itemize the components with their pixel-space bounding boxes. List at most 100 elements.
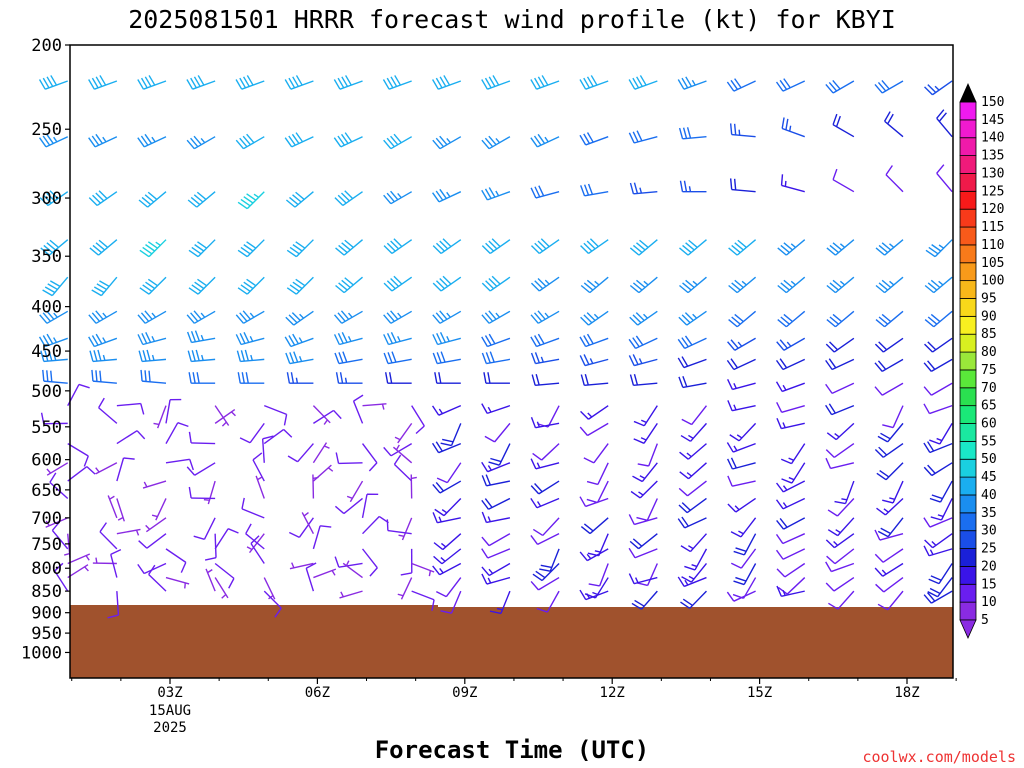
wind-barb xyxy=(929,480,953,503)
wind-barb xyxy=(436,462,462,484)
wind-barb xyxy=(214,562,235,589)
wind-barb xyxy=(679,276,707,294)
colorbar-label: 140 xyxy=(981,131,1004,146)
colorbar-label: 110 xyxy=(981,238,1004,253)
wind-barb xyxy=(361,493,379,518)
wind-barb xyxy=(825,337,855,353)
wind-barb xyxy=(334,497,363,515)
colorbar-box xyxy=(959,387,977,407)
colorbar-label: 25 xyxy=(981,542,997,557)
wind-barb xyxy=(923,441,953,454)
wind-barb xyxy=(432,562,462,576)
wind-barb xyxy=(286,372,314,384)
wind-barb xyxy=(138,349,167,363)
colorbar-label: 100 xyxy=(981,274,1004,289)
wind-barb xyxy=(628,573,658,585)
wind-barb xyxy=(285,191,314,208)
wind-barb xyxy=(333,132,363,148)
wind-barb xyxy=(333,75,363,90)
wind-barb xyxy=(579,132,609,146)
y-tick-label: 800 xyxy=(31,559,62,579)
wind-barb xyxy=(679,180,707,193)
wind-barb xyxy=(679,239,707,256)
wind-barb xyxy=(245,523,265,550)
wind-barb xyxy=(834,480,855,505)
colorbar-box xyxy=(959,440,977,460)
wind-barb xyxy=(383,442,413,457)
wind-barb xyxy=(151,498,167,521)
colorbar-box xyxy=(959,333,977,353)
wind-barb xyxy=(924,337,953,353)
colorbar-label: 120 xyxy=(981,202,1004,217)
wind-barb xyxy=(636,498,658,521)
wind-barb xyxy=(107,591,120,619)
wind-barb xyxy=(628,514,658,526)
wind-barb xyxy=(775,497,806,510)
wind-barb xyxy=(488,443,511,466)
wind-barb xyxy=(342,560,363,579)
wind-barb xyxy=(42,369,68,384)
wind-barb xyxy=(284,132,314,148)
colorbar-label: 60 xyxy=(981,417,997,432)
terrain-fill xyxy=(70,605,953,678)
wind-barb xyxy=(530,185,560,199)
wind-barb xyxy=(827,517,855,537)
wind-barb xyxy=(433,533,462,551)
wind-barb xyxy=(116,457,135,482)
wind-barb xyxy=(45,517,69,528)
wind-barb xyxy=(334,190,363,207)
wind-barb xyxy=(825,576,855,592)
wind-barb xyxy=(137,133,167,148)
wind-barb xyxy=(678,497,707,514)
wind-barb xyxy=(681,563,708,583)
wind-barb xyxy=(678,480,707,497)
wind-barb xyxy=(138,533,167,549)
wind-barb xyxy=(383,133,413,150)
wind-barb xyxy=(579,422,609,437)
wind-barb xyxy=(629,182,658,195)
wind-barb xyxy=(877,590,904,611)
wind-barb xyxy=(214,528,239,550)
wind-barb xyxy=(352,394,364,424)
wind-barb xyxy=(583,443,609,464)
wind-barb xyxy=(923,590,953,604)
wind-barb xyxy=(67,553,91,565)
wind-barb xyxy=(825,382,855,394)
wind-barb xyxy=(313,409,342,424)
wind-barb xyxy=(187,191,216,208)
wind-barb xyxy=(137,310,167,324)
wind-barb xyxy=(88,310,118,324)
credit-text[interactable]: coolwx.com/models xyxy=(862,748,1016,766)
wind-barb xyxy=(334,556,363,568)
colorbar-box xyxy=(959,173,977,192)
wind-barb xyxy=(214,408,236,424)
wind-barb xyxy=(432,238,462,255)
wind-barb xyxy=(580,238,609,255)
wind-barb xyxy=(188,431,216,445)
wind-barb xyxy=(137,75,167,90)
colorbar-label: 90 xyxy=(981,309,997,324)
wind-barb xyxy=(263,590,282,618)
wind-barb xyxy=(875,576,904,593)
wind-barb xyxy=(825,358,855,371)
colorbar-label: 10 xyxy=(981,595,997,610)
wind-barb xyxy=(165,398,182,424)
colorbar-label: 35 xyxy=(981,506,997,521)
wind-barb xyxy=(530,533,560,546)
colorbar-label: 135 xyxy=(981,149,1004,164)
wind-barb xyxy=(305,562,317,592)
wind-barb xyxy=(924,276,953,294)
wind-barb xyxy=(432,332,461,346)
wind-barb xyxy=(874,548,904,563)
colorbar-box xyxy=(959,208,977,228)
wind-barb xyxy=(382,75,412,90)
x-tick-date-label: 15AUG xyxy=(149,703,191,719)
wind-barb xyxy=(530,333,560,348)
wind-barb xyxy=(780,174,805,193)
wind-barb xyxy=(776,517,806,530)
wind-barb xyxy=(684,548,708,571)
wind-barb xyxy=(677,76,707,90)
wind-barb xyxy=(312,525,332,550)
colorbar-box xyxy=(959,566,977,585)
